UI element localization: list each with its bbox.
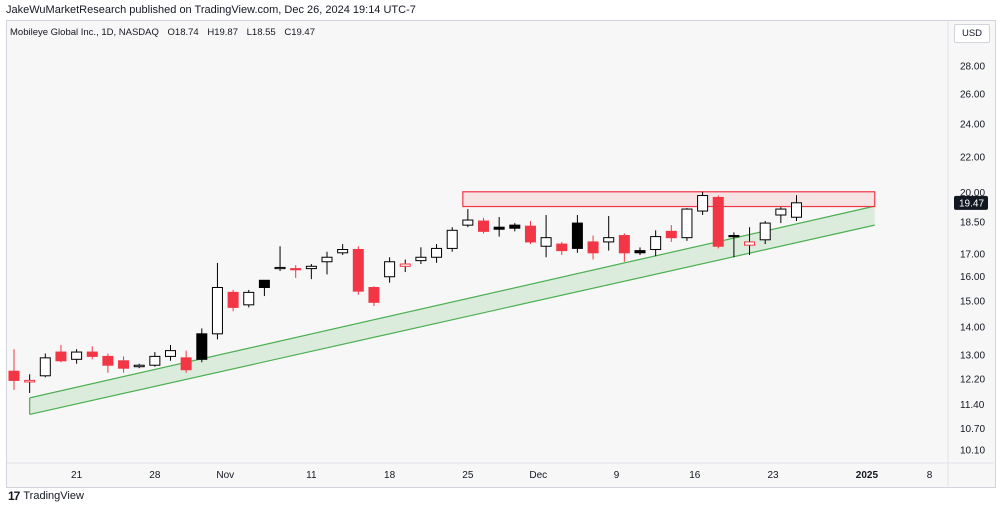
tradingview-brand[interactable]: 17 TradingView	[8, 489, 84, 503]
chart-legend: Mobileye Global Inc., 1D, NASDAQ O18.74 …	[10, 27, 321, 38]
candle-body	[712, 196, 724, 247]
candle-body	[352, 249, 364, 292]
x-tick-label: 16	[689, 470, 701, 481]
candle-body	[258, 279, 270, 288]
y-tick-label: 15.00	[960, 297, 985, 308]
candle-body	[118, 360, 130, 369]
ohlc-open: O18.74	[167, 27, 199, 38]
candle-body	[791, 202, 802, 218]
candle-body	[384, 261, 396, 278]
brand-label: TradingView	[23, 490, 84, 502]
candle-body	[133, 364, 145, 368]
candle-body	[650, 236, 662, 251]
candle-body	[305, 265, 317, 270]
candle-body	[446, 229, 458, 249]
y-tick-label: 11.40	[960, 400, 985, 411]
support-channel-fill	[29, 206, 875, 415]
y-tick-label: 16.00	[960, 272, 985, 283]
x-tick-label: 23	[767, 470, 779, 481]
x-tick-label: 11	[306, 470, 317, 481]
candle-body	[509, 224, 521, 229]
candle-body	[665, 230, 677, 239]
candle-body	[24, 379, 36, 383]
y-tick-label: 28.00	[960, 62, 985, 73]
candle-body	[493, 226, 505, 230]
x-tick-label: 18	[384, 470, 396, 481]
candle-body	[462, 219, 474, 226]
last-price-badge	[954, 195, 988, 210]
x-tick-label: Dec	[529, 470, 547, 481]
y-tick-label: 24.00	[960, 120, 985, 131]
ohlc-close: C19.47	[284, 27, 315, 38]
candle-body	[634, 250, 646, 254]
candle-body	[86, 351, 98, 357]
y-tick-label: 22.00	[960, 152, 985, 163]
y-tick-label: 18.50	[960, 218, 985, 229]
candle-body	[587, 241, 599, 254]
support-channel-lower-line	[29, 224, 875, 416]
y-tick-label: 10.10	[960, 446, 985, 457]
candle-body	[618, 235, 630, 254]
candle-body	[102, 355, 114, 366]
candle-body	[321, 256, 333, 263]
candle-body	[55, 351, 67, 362]
y-tick-label: 17.00	[960, 249, 985, 260]
candle-body	[368, 286, 380, 303]
candle-body	[149, 355, 161, 366]
candle-body	[243, 291, 255, 306]
candle-body	[697, 195, 709, 212]
candle-body	[478, 220, 489, 232]
x-tick-label: 2025	[856, 470, 879, 481]
candle-body	[571, 222, 583, 249]
ohlc-high: H19.87	[207, 27, 238, 38]
x-tick-label: 9	[614, 470, 620, 481]
candle-body	[759, 222, 771, 241]
candle-body	[337, 249, 349, 254]
candle-body	[556, 243, 568, 252]
candle-body	[180, 357, 192, 371]
y-tick-label: 14.00	[960, 323, 985, 334]
tradingview-logo-icon: 17	[8, 489, 20, 503]
chart-panel[interactable]	[6, 20, 996, 488]
x-tick-label: Nov	[216, 470, 234, 481]
candle-body	[603, 237, 615, 243]
x-tick-label: 28	[149, 470, 161, 481]
candle-body	[540, 237, 552, 247]
candle-body	[39, 357, 51, 377]
candle-body	[165, 350, 176, 357]
candle-body	[524, 225, 536, 243]
candle-body	[290, 268, 302, 271]
y-tick-label: 12.20	[960, 374, 985, 385]
candle-body	[744, 241, 756, 246]
candle-body	[415, 256, 427, 262]
candle-body	[399, 263, 411, 267]
resistance-zone	[462, 191, 876, 208]
candle-body	[274, 266, 286, 270]
x-tick-label: 25	[462, 470, 474, 481]
x-tick-label: 21	[71, 470, 83, 481]
candle-body	[681, 208, 693, 239]
currency-button[interactable]: USD	[954, 24, 990, 43]
candle-body	[196, 333, 208, 360]
candle-body	[431, 247, 443, 258]
last-price-label: 19.47	[959, 198, 984, 209]
candle-body	[775, 208, 787, 216]
publisher-line: JakeWuMarketResearch published on Tradin…	[6, 4, 416, 16]
y-tick-label: 13.00	[960, 350, 985, 361]
x-tick-label: 8	[927, 470, 933, 481]
y-tick-label: 10.70	[960, 424, 985, 435]
candle-body	[211, 286, 223, 335]
y-tick-label: 20.00	[960, 188, 985, 199]
instrument-name: Mobileye Global Inc., 1D, NASDAQ	[10, 27, 159, 38]
candle-body	[8, 370, 20, 381]
candle-body	[227, 291, 239, 308]
ohlc-low: L18.55	[246, 27, 276, 38]
y-tick-label: 26.00	[960, 89, 985, 100]
candle-body	[71, 351, 83, 360]
candle-body	[728, 235, 740, 238]
